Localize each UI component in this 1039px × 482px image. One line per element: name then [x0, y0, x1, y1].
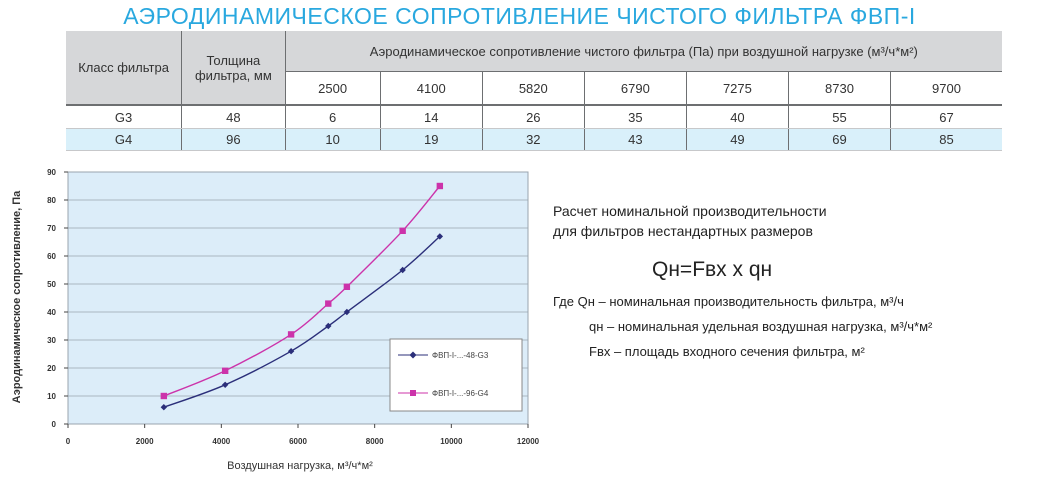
header-filter-class: Класс фильтра: [66, 31, 183, 106]
x-axis-label: Воздушная нагрузка, м³/ч*м²: [227, 460, 373, 472]
formula: Qн=Fвх x qн: [652, 258, 773, 281]
y-tick-label: 50: [47, 280, 56, 289]
y-tick-label: 40: [47, 308, 56, 317]
y-tick-label: 30: [47, 336, 56, 345]
class-cell: G3: [66, 105, 183, 129]
load-cell: 5820: [482, 71, 585, 106]
definition-qn-specific: qн – номинальная удельная воздушная нагр…: [589, 319, 933, 334]
value-cell: 40: [686, 105, 789, 129]
page-title: АЭРОДИНАМИЧЕСКОЕ СОПРОТИВЛЕНИЕ ЧИСТОГО Ф…: [123, 3, 916, 29]
data-point-g3: [436, 233, 444, 240]
definition-fvx: Fвх – площадь входного сечения фильтра, …: [589, 344, 865, 359]
x-tick-label: 2000: [136, 437, 154, 446]
data-point-g4: [221, 367, 229, 374]
data-point-g3: [399, 266, 406, 274]
value-cell: 43: [584, 128, 687, 151]
info-heading-line1: Расчет номинальной производительности: [553, 203, 827, 219]
data-point-g3: [325, 322, 332, 330]
header-thickness: Толщина фильтра, мм: [181, 31, 286, 106]
y-tick-label: 80: [47, 196, 56, 205]
value-cell: 69: [788, 128, 892, 151]
chart-legend: ФВП-I-...-48-G3 ФВП-I-...-96-G4: [389, 338, 523, 412]
load-cell: 2500: [285, 71, 381, 106]
y-tick-label: 20: [47, 364, 56, 373]
thickness-cell: 96: [181, 128, 286, 151]
load-cell: 7275: [686, 71, 789, 106]
value-cell: 10: [285, 128, 381, 151]
class-cell: G4: [66, 128, 183, 151]
x-tick-label: 4000: [212, 437, 230, 446]
load-cell: 9700: [890, 71, 1002, 106]
thickness-cell: 48: [181, 105, 286, 129]
info-heading-line2: для фильтров нестандартных размеров: [553, 223, 813, 239]
legend-label-g3: ФВП-I-...-48-G3: [432, 351, 489, 360]
table-row: G3 48 6 14 26 35 40 55 67: [66, 105, 1002, 129]
data-point-g3: [160, 404, 168, 411]
y-tick-label: 70: [47, 224, 56, 233]
data-point-g4: [325, 300, 332, 307]
definition-qn-total: Где Qн – номинальная производительность …: [553, 294, 904, 309]
y-axis-label: Аэродинамическое сопротивление, Па: [11, 190, 23, 403]
value-cell: 19: [380, 128, 483, 151]
data-point-g4: [399, 227, 406, 234]
data-point-g4: [343, 283, 351, 290]
x-tick-label: 0: [66, 437, 71, 446]
y-tick-label: 0: [52, 420, 57, 429]
header-thickness-line1: Толщина: [206, 52, 261, 68]
load-cell: 6790: [584, 71, 687, 106]
x-tick-label: 6000: [289, 437, 307, 446]
y-tick-label: 90: [47, 168, 56, 177]
y-tick-label: 60: [47, 252, 56, 261]
value-cell: 67: [890, 105, 1002, 129]
header-thickness-line2: фильтра, мм: [194, 67, 272, 83]
value-cell: 6: [285, 105, 381, 129]
y-axis-ticks: 0 10 20 30 40 50 60 70 80 90: [47, 168, 68, 429]
value-cell: 49: [686, 128, 789, 151]
resistance-chart: 0 10 20 30 40 50 60 70 80 90 0 2000 4000 6000 8000 100…: [11, 168, 540, 472]
legend-marker-square: [410, 390, 416, 396]
x-tick-label: 8000: [366, 437, 384, 446]
data-point-g3: [343, 308, 351, 316]
load-cell: 4100: [380, 71, 483, 106]
data-point-g3: [221, 381, 229, 388]
table-header-row: Класс фильтра Толщина фильтра, мм Аэроди…: [66, 31, 1002, 106]
value-cell: 14: [380, 105, 483, 129]
table-row: G4 96 10 19 32 43 49 69 85: [66, 128, 1002, 151]
x-tick-label: 10000: [440, 437, 463, 446]
load-cell: 8730: [788, 71, 892, 106]
data-point-g3: [287, 348, 295, 355]
header-resistance: Аэродинамическое сопротивление чистого ф…: [285, 31, 1002, 72]
data-point-g4: [287, 331, 295, 338]
legend-box: [389, 338, 523, 412]
data-point-g4: [436, 182, 444, 190]
value-cell: 26: [482, 105, 585, 129]
table-load-row: 2500 4100 5820 6790 7275 8730 9700: [66, 71, 1002, 106]
legend-marker-diamond: [409, 351, 417, 359]
data-point-g4: [160, 392, 168, 400]
value-cell: 32: [482, 128, 585, 151]
series-layer: [160, 182, 444, 411]
value-cell: 35: [584, 105, 687, 129]
legend-label-g4: ФВП-I-...-96-G4: [432, 389, 489, 398]
x-tick-label: 12000: [517, 437, 540, 446]
value-cell: 55: [788, 105, 892, 129]
x-axis-ticks: 0 2000 4000 6000 8000 10000 12000: [66, 424, 540, 446]
resistance-table: Класс фильтра Толщина фильтра, мм Аэроди…: [66, 31, 1002, 151]
value-cell: 85: [890, 128, 1002, 151]
y-tick-label: 10: [47, 392, 56, 401]
